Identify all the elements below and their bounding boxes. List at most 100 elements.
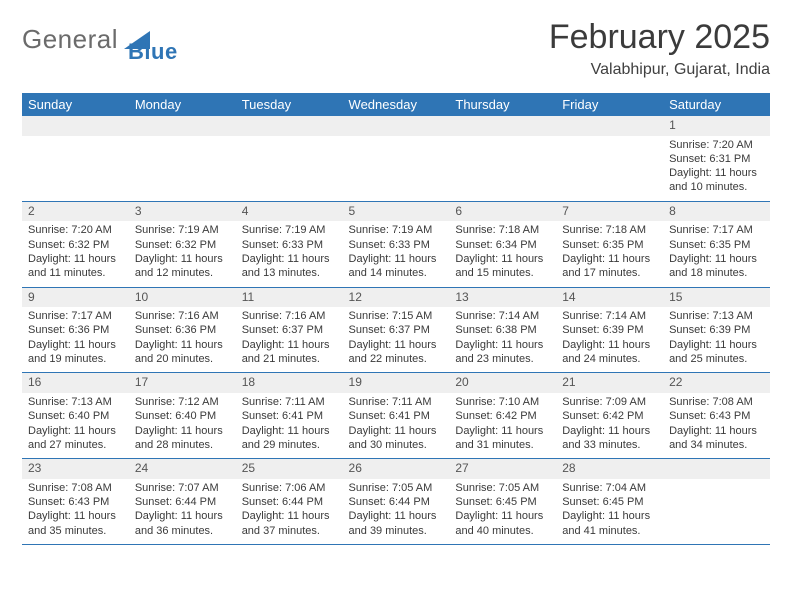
day-info: Sunrise: 7:19 AMSunset: 6:32 PMDaylight:…: [129, 221, 236, 286]
day-number: 11: [236, 288, 343, 308]
sunrise-line: Sunrise: 7:16 AM: [242, 309, 337, 323]
day-info-cell: Sunrise: 7:08 AMSunset: 6:43 PMDaylight:…: [663, 393, 770, 459]
sunrise-line: Sunrise: 7:08 AM: [28, 481, 123, 495]
day-info-row: Sunrise: 7:20 AMSunset: 6:31 PMDaylight:…: [22, 136, 770, 202]
weekday-header-cell: Saturday: [663, 93, 770, 116]
day-number-cell: 16: [22, 373, 129, 393]
day-info-cell: Sunrise: 7:20 AMSunset: 6:31 PMDaylight:…: [663, 136, 770, 202]
day-info: Sunrise: 7:10 AMSunset: 6:42 PMDaylight:…: [449, 393, 556, 458]
sunset-line: Sunset: 6:31 PM: [669, 152, 764, 166]
sunrise-line: Sunrise: 7:20 AM: [669, 138, 764, 152]
location-subtitle: Valabhipur, Gujarat, India: [549, 61, 770, 79]
sunset-line: Sunset: 6:37 PM: [242, 323, 337, 337]
sunset-line: Sunset: 6:39 PM: [562, 323, 657, 337]
day-number-cell: 28: [556, 459, 663, 479]
day-info: Sunrise: 7:11 AMSunset: 6:41 PMDaylight:…: [343, 393, 450, 458]
sunrise-line: Sunrise: 7:19 AM: [135, 223, 230, 237]
day-number: 16: [22, 373, 129, 393]
day-info: Sunrise: 7:20 AMSunset: 6:32 PMDaylight:…: [22, 221, 129, 286]
day-info-cell: Sunrise: 7:07 AMSunset: 6:44 PMDaylight:…: [129, 479, 236, 545]
day-info: Sunrise: 7:04 AMSunset: 6:45 PMDaylight:…: [556, 479, 663, 544]
sunset-line: Sunset: 6:32 PM: [135, 238, 230, 252]
weekday-header-cell: Friday: [556, 93, 663, 116]
day-info-cell: Sunrise: 7:06 AMSunset: 6:44 PMDaylight:…: [236, 479, 343, 545]
title-block: February 2025 Valabhipur, Gujarat, India: [549, 18, 770, 79]
day-info-cell: Sunrise: 7:18 AMSunset: 6:35 PMDaylight:…: [556, 221, 663, 287]
daylight-line: Daylight: 11 hours and 19 minutes.: [28, 338, 123, 367]
day-info-cell: Sunrise: 7:16 AMSunset: 6:36 PMDaylight:…: [129, 307, 236, 373]
day-info: Sunrise: 7:18 AMSunset: 6:35 PMDaylight:…: [556, 221, 663, 286]
day-info-cell: [663, 479, 770, 545]
day-number: 22: [663, 373, 770, 393]
day-info-cell: Sunrise: 7:11 AMSunset: 6:41 PMDaylight:…: [343, 393, 450, 459]
sunset-line: Sunset: 6:37 PM: [349, 323, 444, 337]
weekday-header-cell: Monday: [129, 93, 236, 116]
day-number: 20: [449, 373, 556, 393]
daylight-line: Daylight: 11 hours and 20 minutes.: [135, 338, 230, 367]
day-number-cell: [22, 116, 129, 136]
sunset-line: Sunset: 6:36 PM: [135, 323, 230, 337]
weekday-header-cell: Sunday: [22, 93, 129, 116]
day-number-cell: 27: [449, 459, 556, 479]
day-info: Sunrise: 7:08 AMSunset: 6:43 PMDaylight:…: [22, 479, 129, 544]
day-info: Sunrise: 7:14 AMSunset: 6:38 PMDaylight:…: [449, 307, 556, 372]
day-number: 26: [343, 459, 450, 479]
sunset-line: Sunset: 6:44 PM: [349, 495, 444, 509]
day-info-cell: Sunrise: 7:17 AMSunset: 6:35 PMDaylight:…: [663, 221, 770, 287]
day-info: Sunrise: 7:12 AMSunset: 6:40 PMDaylight:…: [129, 393, 236, 458]
day-info: Sunrise: 7:08 AMSunset: 6:43 PMDaylight:…: [663, 393, 770, 458]
day-number-cell: 2: [22, 201, 129, 221]
day-info-cell: Sunrise: 7:11 AMSunset: 6:41 PMDaylight:…: [236, 393, 343, 459]
day-number-cell: 19: [343, 373, 450, 393]
day-number-cell: 21: [556, 373, 663, 393]
day-number-cell: [236, 116, 343, 136]
daylight-line: Daylight: 11 hours and 30 minutes.: [349, 424, 444, 453]
daylight-line: Daylight: 11 hours and 34 minutes.: [669, 424, 764, 453]
day-info-cell: [343, 136, 450, 202]
calendar-table: SundayMondayTuesdayWednesdayThursdayFrid…: [22, 93, 770, 545]
day-number: 1: [663, 116, 770, 136]
daylight-line: Daylight: 11 hours and 21 minutes.: [242, 338, 337, 367]
sunset-line: Sunset: 6:36 PM: [28, 323, 123, 337]
day-number-cell: 6: [449, 201, 556, 221]
daylight-line: Daylight: 11 hours and 18 minutes.: [669, 252, 764, 281]
day-number-cell: 9: [22, 287, 129, 307]
sunrise-line: Sunrise: 7:04 AM: [562, 481, 657, 495]
sunrise-line: Sunrise: 7:15 AM: [349, 309, 444, 323]
sunset-line: Sunset: 6:33 PM: [349, 238, 444, 252]
day-info-cell: Sunrise: 7:12 AMSunset: 6:40 PMDaylight:…: [129, 393, 236, 459]
day-number: 25: [236, 459, 343, 479]
day-number: 4: [236, 202, 343, 222]
sunrise-line: Sunrise: 7:11 AM: [349, 395, 444, 409]
sunrise-line: Sunrise: 7:19 AM: [242, 223, 337, 237]
sunset-line: Sunset: 6:42 PM: [455, 409, 550, 423]
sunrise-line: Sunrise: 7:18 AM: [562, 223, 657, 237]
brand-part1: General: [22, 24, 118, 55]
day-info: Sunrise: 7:13 AMSunset: 6:40 PMDaylight:…: [22, 393, 129, 458]
day-info-cell: Sunrise: 7:19 AMSunset: 6:33 PMDaylight:…: [236, 221, 343, 287]
sunrise-line: Sunrise: 7:14 AM: [562, 309, 657, 323]
day-number-cell: 10: [129, 287, 236, 307]
daylight-line: Daylight: 11 hours and 39 minutes.: [349, 509, 444, 538]
sunset-line: Sunset: 6:38 PM: [455, 323, 550, 337]
day-number-row: 1: [22, 116, 770, 136]
daylight-line: Daylight: 11 hours and 17 minutes.: [562, 252, 657, 281]
day-number: 23: [22, 459, 129, 479]
day-number: 9: [22, 288, 129, 308]
sunrise-line: Sunrise: 7:13 AM: [669, 309, 764, 323]
sunset-line: Sunset: 6:34 PM: [455, 238, 550, 252]
day-info: Sunrise: 7:06 AMSunset: 6:44 PMDaylight:…: [236, 479, 343, 544]
day-number-row: 9101112131415: [22, 287, 770, 307]
day-number-cell: 18: [236, 373, 343, 393]
sunrise-line: Sunrise: 7:06 AM: [242, 481, 337, 495]
daylight-line: Daylight: 11 hours and 29 minutes.: [242, 424, 337, 453]
day-info: Sunrise: 7:17 AMSunset: 6:36 PMDaylight:…: [22, 307, 129, 372]
daylight-line: Daylight: 11 hours and 31 minutes.: [455, 424, 550, 453]
day-info-cell: Sunrise: 7:20 AMSunset: 6:32 PMDaylight:…: [22, 221, 129, 287]
daylight-line: Daylight: 11 hours and 33 minutes.: [562, 424, 657, 453]
day-number-cell: [449, 116, 556, 136]
sunrise-line: Sunrise: 7:19 AM: [349, 223, 444, 237]
day-number-row: 16171819202122: [22, 373, 770, 393]
sunset-line: Sunset: 6:40 PM: [135, 409, 230, 423]
daylight-line: Daylight: 11 hours and 36 minutes.: [135, 509, 230, 538]
